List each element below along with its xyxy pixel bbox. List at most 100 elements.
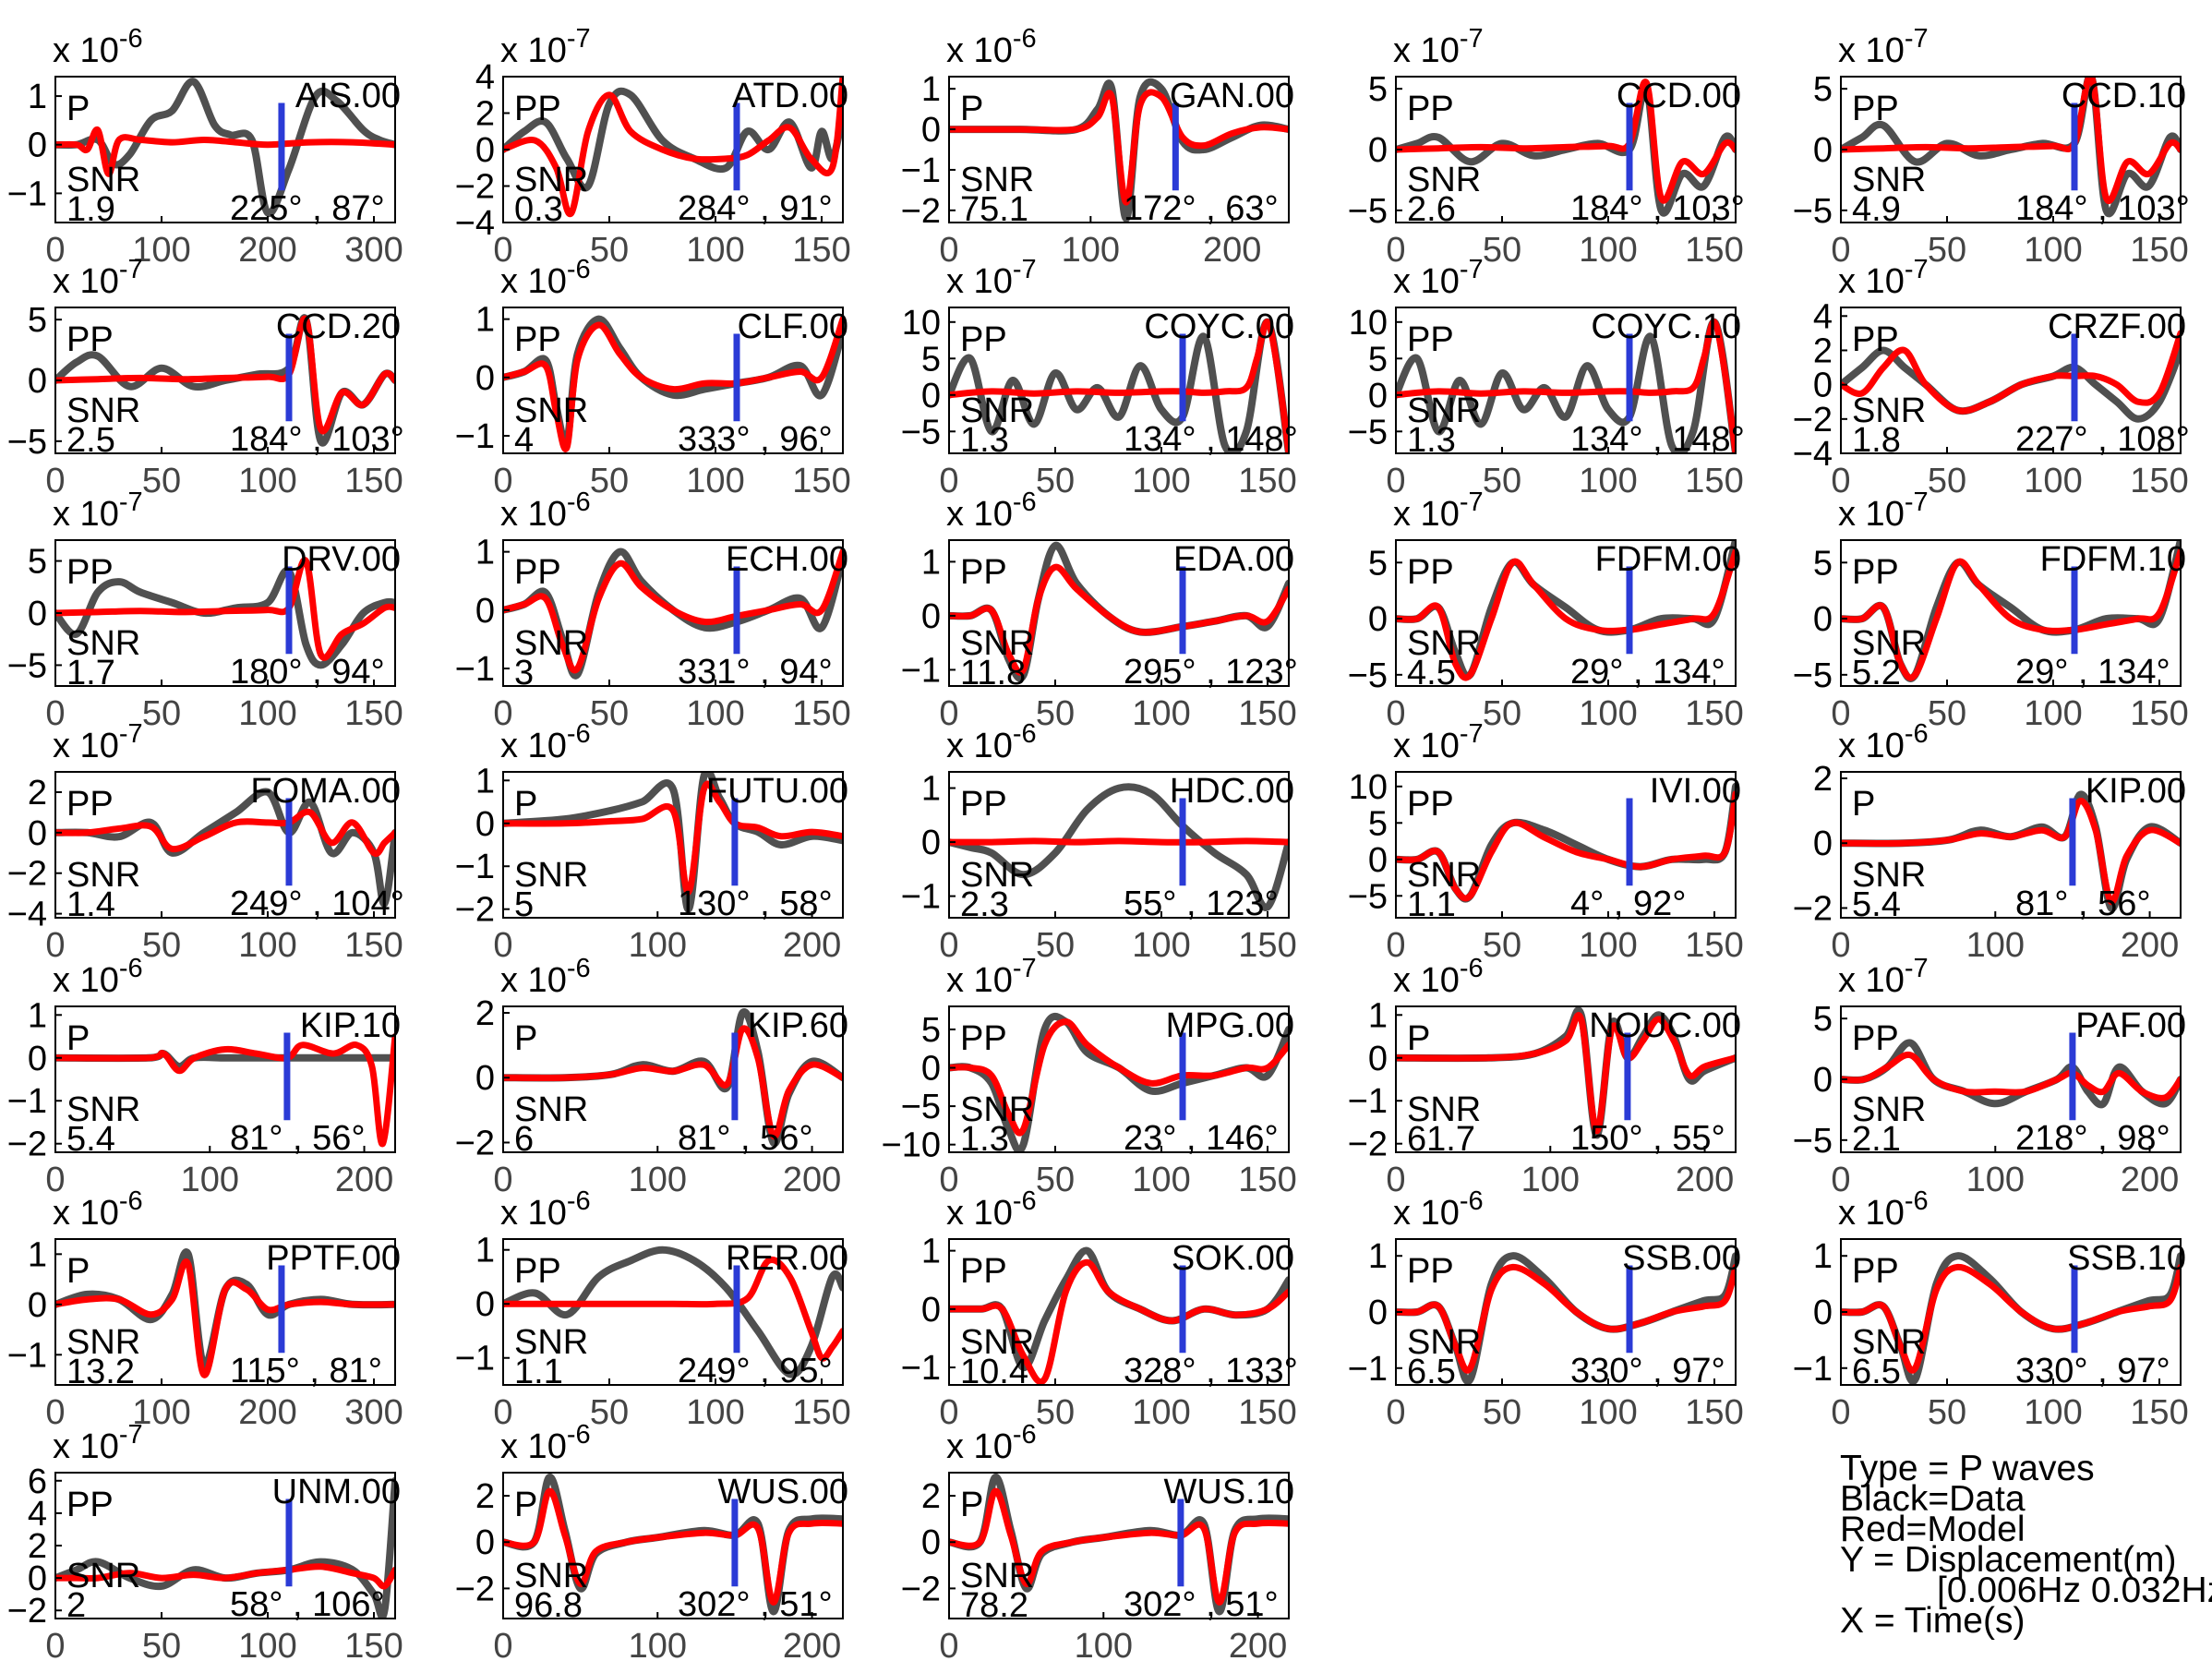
station-label: WUS.00 [718, 1473, 848, 1511]
x-tick-label: 0 [1386, 1161, 1405, 1199]
x-tick-label: 200 [783, 926, 841, 965]
phase-label: PP [1852, 1252, 1899, 1291]
y-tick-label: 0 [475, 359, 495, 398]
y-tick-label: 1 [475, 1232, 495, 1270]
station-label: CCD.10 [2062, 77, 2186, 115]
model-trace [503, 77, 843, 218]
legend-frequency-band: [0.006Hz 0.032Hz] [1937, 1571, 2212, 1610]
station-label: COYC.10 [1591, 307, 1741, 346]
y-tick-label: −1 [1793, 1350, 1833, 1389]
y-tick-label: 1 [28, 78, 47, 116]
model-trace [1396, 790, 1736, 902]
x-tick-label: 100 [1966, 1161, 2025, 1199]
azimuth-distance-label: 4° , 92° [1570, 885, 1686, 923]
data-trace [503, 1246, 843, 1378]
snr-value: 6 [514, 1120, 534, 1159]
model-trace [949, 319, 1289, 453]
y-tick-label: 5 [1368, 544, 1388, 583]
station-label: SSB.10 [2067, 1239, 2186, 1278]
x-tick-label: 100 [2024, 694, 2082, 733]
y-tick-label: 4 [1813, 297, 1833, 336]
x-tick-label: 100 [1521, 1161, 1580, 1199]
y-tick-label: 0 [921, 111, 941, 150]
azimuth-distance-label: 249° , 104° [230, 885, 404, 923]
x-tick-label: 0 [45, 926, 65, 965]
x-tick-label: 100 [629, 1161, 687, 1199]
station-label: SOK.00 [1172, 1239, 1294, 1278]
phase-label: P [1852, 785, 1875, 824]
x-tick-label: 50 [1928, 231, 1966, 270]
y-tick-label: −2 [901, 1570, 941, 1608]
model-trace [1396, 548, 1736, 681]
y-tick-label: 2 [28, 774, 47, 812]
x-tick-label: 100 [2024, 462, 2082, 500]
x-tick-label: 150 [2130, 462, 2188, 500]
x-tick-label: 0 [493, 1393, 512, 1432]
snr-label: SNR [1407, 1090, 1481, 1129]
x-tick-label: 200 [238, 1393, 296, 1432]
x-tick-label: 100 [1132, 1161, 1190, 1199]
x-tick-label: 200 [238, 231, 296, 270]
azimuth-distance-label: 81° , 56° [2015, 885, 2151, 923]
station-label: FUTU.00 [706, 772, 848, 811]
y-tick-label: −1 [7, 175, 47, 213]
x-tick-label: 50 [590, 694, 629, 733]
x-tick-label: 50 [590, 1393, 629, 1432]
phase-label: PP [1407, 90, 1454, 128]
legend-y-axis: Y = Displacement(m) [1840, 1540, 2177, 1580]
exponent-label: x 10-6 [53, 1186, 143, 1233]
x-tick-label: 0 [939, 1393, 958, 1432]
x-tick-label: 150 [792, 462, 850, 500]
x-tick-label: 150 [2130, 1393, 2188, 1432]
snr-value: 5 [514, 885, 534, 924]
phase-label: P [960, 1486, 983, 1524]
x-tick-label: 100 [238, 926, 296, 965]
axes-frame [948, 1472, 1290, 1619]
y-tick-label: 0 [475, 805, 495, 844]
y-tick-label: −5 [1348, 413, 1388, 451]
x-tick-label: 50 [1036, 462, 1075, 500]
exponent-label: x 10-6 [946, 24, 1037, 70]
phase-label: PP [1407, 320, 1454, 359]
snr-value: 96.8 [514, 1586, 583, 1625]
azimuth-distance-label: 218° , 98° [2015, 1119, 2170, 1158]
y-tick-label: −5 [7, 423, 47, 462]
y-tick-label: 0 [1368, 377, 1388, 415]
model-trace [1841, 798, 2181, 905]
azimuth-distance-label: 180° , 94° [230, 653, 385, 692]
y-tick-label: 0 [28, 126, 47, 165]
model-trace [55, 1033, 395, 1148]
phase-label: P [1407, 1019, 1430, 1058]
azimuth-distance-label: 184° , 103° [2015, 189, 2190, 228]
y-tick-label: −5 [1348, 656, 1388, 695]
snr-value: 11.8 [960, 654, 1026, 692]
snr-value: 2 [66, 1586, 86, 1625]
y-tick-label: 2 [475, 994, 495, 1033]
snr-label: SNR [66, 1090, 140, 1129]
phase-label: P [66, 1252, 90, 1291]
x-tick-label: 100 [1579, 231, 1637, 270]
y-tick-label: 2 [28, 1527, 47, 1566]
snr-value: 10.4 [960, 1353, 1028, 1391]
snr-label: SNR [960, 624, 1034, 663]
x-tick-label: 0 [1831, 926, 1850, 965]
y-tick-label: 10 [902, 304, 941, 343]
legend-data-color: Black=Data [1840, 1479, 2026, 1519]
exponent-label: x 10-7 [1393, 24, 1484, 70]
y-tick-label: 0 [1813, 1061, 1833, 1100]
exponent-label: x 10-7 [1393, 719, 1484, 765]
exponent-label: x 10-6 [500, 1186, 591, 1233]
x-tick-label: 0 [493, 926, 512, 965]
y-tick-label: 0 [921, 824, 941, 862]
snr-value: 5.2 [1852, 654, 1901, 692]
y-tick-label: −2 [455, 168, 495, 207]
y-tick-label: 0 [1368, 600, 1388, 639]
azimuth-distance-label: 184° , 103° [230, 420, 404, 459]
axes-frame [948, 307, 1290, 454]
snr-value: 78.2 [960, 1586, 1028, 1625]
